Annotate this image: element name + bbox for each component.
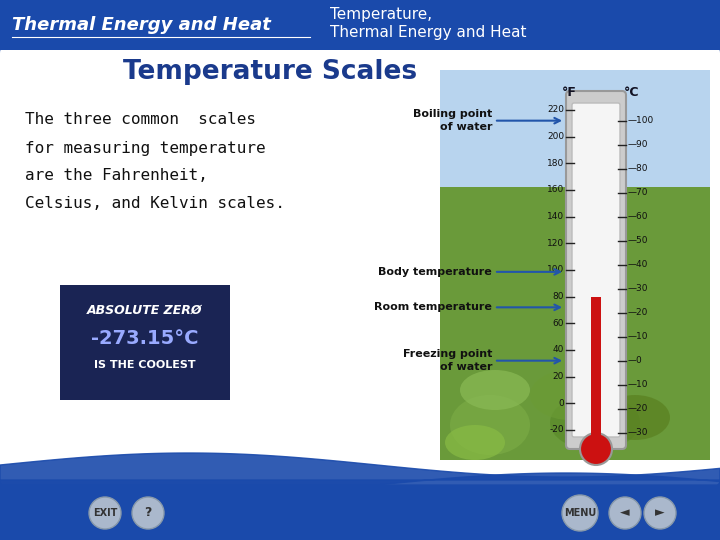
Text: Body temperature: Body temperature	[378, 267, 492, 277]
Text: 100: 100	[546, 266, 564, 274]
Text: 80: 80	[552, 292, 564, 301]
Text: —30: —30	[628, 428, 649, 437]
Text: —0: —0	[628, 356, 643, 365]
Text: Thermal Energy and Heat: Thermal Energy and Heat	[12, 16, 271, 34]
FancyBboxPatch shape	[0, 45, 720, 485]
FancyBboxPatch shape	[0, 45, 720, 486]
Text: MENU: MENU	[564, 508, 596, 518]
Text: 140: 140	[547, 212, 564, 221]
Text: 20: 20	[553, 372, 564, 381]
Text: 200: 200	[547, 132, 564, 141]
Text: Thermal Energy and Heat: Thermal Energy and Heat	[330, 24, 526, 39]
Ellipse shape	[530, 370, 610, 420]
Text: —80: —80	[628, 164, 649, 173]
Text: IS THE COOLEST: IS THE COOLEST	[94, 360, 196, 370]
Text: -273.15°C: -273.15°C	[91, 328, 199, 348]
Circle shape	[580, 433, 612, 465]
Text: ◄: ◄	[620, 507, 630, 519]
Bar	[0, 0, 720, 50]
Ellipse shape	[550, 395, 640, 450]
Bar	[60, 285, 230, 400]
Bar	[440, 70, 710, 187]
Text: 0: 0	[558, 399, 564, 408]
Bar	[440, 187, 710, 460]
Text: —100: —100	[628, 116, 654, 125]
Text: 40: 40	[553, 346, 564, 354]
Text: —90: —90	[628, 140, 649, 149]
Text: 180: 180	[546, 159, 564, 168]
FancyBboxPatch shape	[566, 91, 626, 449]
Text: 220: 220	[547, 105, 564, 114]
Ellipse shape	[460, 370, 530, 410]
Ellipse shape	[600, 395, 670, 440]
Text: -20: -20	[549, 426, 564, 435]
Text: Freezing point
of water: Freezing point of water	[402, 349, 492, 372]
Ellipse shape	[450, 395, 530, 455]
Circle shape	[609, 497, 641, 529]
Text: EXIT: EXIT	[93, 508, 117, 518]
Text: Celsius, and Kelvin scales.: Celsius, and Kelvin scales.	[25, 197, 285, 212]
Text: for measuring temperature: for measuring temperature	[25, 140, 266, 156]
Text: °C: °C	[624, 86, 640, 99]
Text: ►: ►	[655, 507, 665, 519]
Text: Temperature Scales: Temperature Scales	[123, 59, 417, 85]
Text: 120: 120	[547, 239, 564, 248]
Text: —10: —10	[628, 332, 649, 341]
FancyBboxPatch shape	[572, 103, 620, 437]
Text: Room temperature: Room temperature	[374, 302, 492, 312]
Text: —30: —30	[628, 284, 649, 293]
Circle shape	[562, 495, 598, 531]
Text: —40: —40	[628, 260, 649, 269]
Text: 60: 60	[552, 319, 564, 328]
Text: —20: —20	[628, 308, 649, 317]
Circle shape	[132, 497, 164, 529]
Text: —70: —70	[628, 188, 649, 197]
Text: —60: —60	[628, 212, 649, 221]
Text: are the Fahrenheit,: are the Fahrenheit,	[25, 168, 208, 184]
Text: Boiling point
of water: Boiling point of water	[413, 110, 492, 132]
Text: The three common  scales: The three common scales	[25, 112, 256, 127]
Text: Temperature,: Temperature,	[330, 6, 432, 22]
Text: 160: 160	[546, 186, 564, 194]
Circle shape	[89, 497, 121, 529]
Text: —50: —50	[628, 236, 649, 245]
Ellipse shape	[445, 425, 505, 460]
Bar	[0, 485, 720, 540]
Text: ?: ?	[144, 507, 152, 519]
Text: ABSOLUTE ZERØ: ABSOLUTE ZERØ	[87, 303, 203, 316]
Text: °F: °F	[562, 86, 577, 99]
Text: —10: —10	[628, 380, 649, 389]
Circle shape	[644, 497, 676, 529]
Bar	[591, 296, 601, 447]
Text: —20: —20	[628, 404, 649, 413]
